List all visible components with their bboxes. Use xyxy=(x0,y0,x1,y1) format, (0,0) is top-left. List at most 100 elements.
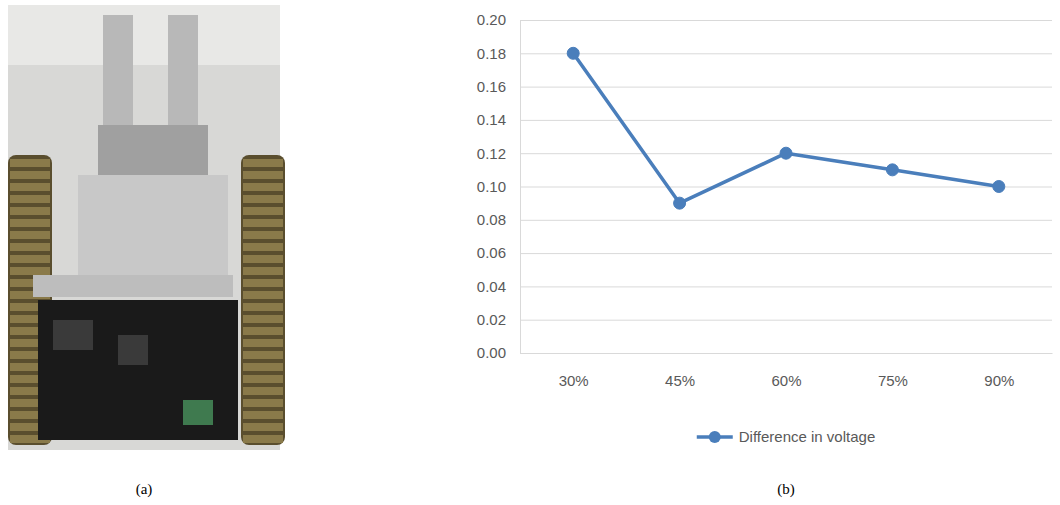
grid-line xyxy=(520,320,1052,321)
track-link xyxy=(243,303,283,311)
y-tick-label: 0.16 xyxy=(477,78,506,95)
y-tick: 0.16 xyxy=(477,78,1052,95)
grid-line xyxy=(520,220,1052,221)
grid-line xyxy=(520,87,1052,88)
track-link xyxy=(243,351,283,359)
y-tick-label: 0.06 xyxy=(477,244,506,261)
y-tick: 0.02 xyxy=(477,311,1052,328)
track-link xyxy=(10,195,50,203)
track-link xyxy=(10,207,50,215)
x-tick-label: 75% xyxy=(878,372,908,389)
y-tick-label: 0.20 xyxy=(477,11,506,28)
x-tick: 90% xyxy=(984,353,1014,389)
track-link xyxy=(243,327,283,335)
track-link xyxy=(243,423,283,431)
y-tick-label: 0.14 xyxy=(477,111,506,128)
track-link xyxy=(243,219,283,227)
legend-item: Difference in voltage xyxy=(697,428,875,445)
track-link xyxy=(10,267,50,275)
track-link xyxy=(10,219,50,227)
chip xyxy=(118,335,148,365)
y-tick: 0.04 xyxy=(477,278,1052,295)
wall xyxy=(8,5,280,65)
y-tick: 0.20 xyxy=(477,11,1052,28)
track-link xyxy=(243,375,283,383)
track-link xyxy=(243,243,283,251)
track-link xyxy=(243,231,283,239)
y-tick-label: 0.02 xyxy=(477,311,506,328)
panel-label: (a) xyxy=(136,481,153,498)
track-link xyxy=(243,183,283,191)
panel-label: (b) xyxy=(777,481,795,498)
track-link xyxy=(10,171,50,179)
legend-label: Difference in voltage xyxy=(739,428,875,445)
y-tick: 0.06 xyxy=(477,244,1052,261)
grid-line xyxy=(520,286,1052,287)
track-link xyxy=(10,231,50,239)
grid-line xyxy=(520,120,1052,121)
y-tick: 0.08 xyxy=(477,211,1052,228)
track-link xyxy=(243,435,283,443)
chip xyxy=(183,400,213,425)
figure: (a)0.000.020.040.060.080.100.120.140.160… xyxy=(0,0,1060,505)
grid-line xyxy=(520,253,1052,254)
y-tick-label: 0.00 xyxy=(477,344,506,361)
x-tick: 75% xyxy=(878,353,908,389)
crossbar xyxy=(33,275,233,297)
x-tick-label: 30% xyxy=(559,372,589,389)
y-axis: 0.00 0.02 0.04 0.06 0.08 0.10 0.12 0.14 0.16 0.18… xyxy=(477,11,1052,361)
frame xyxy=(168,15,198,125)
grid-line xyxy=(520,53,1052,54)
photo-background xyxy=(8,5,280,450)
chip xyxy=(53,320,93,350)
track-link xyxy=(243,159,283,167)
track-link xyxy=(243,267,283,275)
point-marker xyxy=(674,197,686,209)
track-link xyxy=(243,315,283,323)
x-tick: 60% xyxy=(771,353,801,389)
track-link xyxy=(243,387,283,395)
x-tick-label: 60% xyxy=(771,372,801,389)
track-link xyxy=(243,399,283,407)
y-tick: 0.18 xyxy=(477,45,1052,62)
frame xyxy=(103,15,133,125)
track-link xyxy=(243,363,283,371)
y-tick-label: 0.12 xyxy=(477,145,506,162)
track-link xyxy=(243,279,283,287)
board xyxy=(38,300,238,440)
track-link xyxy=(243,291,283,299)
legend: Difference in voltage xyxy=(697,428,875,445)
grid-line xyxy=(520,353,1052,354)
track-link xyxy=(243,171,283,179)
track-link xyxy=(243,255,283,263)
track-link xyxy=(10,183,50,191)
plot-area xyxy=(567,47,1005,209)
grid-line xyxy=(520,187,1052,188)
point-marker xyxy=(567,47,579,59)
series-line xyxy=(573,53,999,203)
point-marker xyxy=(780,147,792,159)
y-tick: 0.00 xyxy=(477,344,1052,361)
grid-line xyxy=(520,20,1052,21)
track-link xyxy=(10,255,50,263)
track-link xyxy=(243,411,283,419)
y-tick-label: 0.18 xyxy=(477,45,506,62)
x-tick-label: 45% xyxy=(665,372,695,389)
y-tick: 0.14 xyxy=(477,111,1052,128)
y-tick-label: 0.10 xyxy=(477,178,506,195)
y-tick-label: 0.04 xyxy=(477,278,506,295)
track xyxy=(241,155,285,445)
x-tick: 30% xyxy=(559,353,589,389)
track-link xyxy=(243,207,283,215)
y-tick: 0.12 xyxy=(477,145,1052,162)
x-tick-label: 90% xyxy=(984,372,1014,389)
x-axis: 30% 45% 60% 75% 90% xyxy=(521,353,1053,389)
y-axis-line xyxy=(521,21,1053,354)
y-tick-label: 0.08 xyxy=(477,211,506,228)
track-link xyxy=(243,339,283,347)
legend-marker xyxy=(709,431,721,443)
motor xyxy=(98,125,208,175)
track-link xyxy=(10,159,50,167)
point-marker xyxy=(993,181,1005,193)
x-axis-line xyxy=(521,353,1053,354)
